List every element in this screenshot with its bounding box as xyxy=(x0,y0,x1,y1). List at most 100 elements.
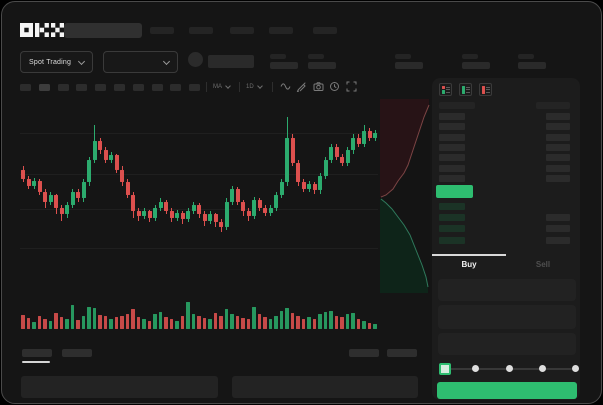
stat-label-1 xyxy=(270,54,286,59)
volume-bar xyxy=(158,312,162,329)
ask-row-amount[interactable] xyxy=(546,174,570,182)
stat-value-1 xyxy=(270,62,298,69)
volume-bar xyxy=(312,319,316,329)
candlestick-chart[interactable] xyxy=(20,100,378,260)
candle xyxy=(37,180,42,192)
volume-bar xyxy=(37,316,41,329)
tab-sell[interactable]: Sell xyxy=(506,254,580,272)
book-asks-icon[interactable] xyxy=(479,83,492,96)
timeframe-button-1[interactable] xyxy=(20,84,31,91)
tab-sell-label: Sell xyxy=(535,259,551,269)
volume-bar xyxy=(54,313,58,329)
candle xyxy=(301,182,306,189)
bid-row-price[interactable] xyxy=(439,225,465,233)
timeframe-button-5[interactable] xyxy=(95,84,107,91)
bid-row-price[interactable] xyxy=(439,236,465,244)
pair-dropdown[interactable] xyxy=(103,51,178,73)
volume-bar xyxy=(362,320,366,329)
volume-bar xyxy=(103,316,107,329)
volume-bar xyxy=(345,314,349,329)
orders-action-2[interactable] xyxy=(387,349,417,357)
timeframe-button-3[interactable] xyxy=(57,84,69,91)
ask-row-price[interactable] xyxy=(439,174,465,182)
stat-value-3 xyxy=(395,62,423,69)
ask-row-price[interactable] xyxy=(439,133,465,141)
ask-row-price[interactable] xyxy=(439,143,465,151)
volume-bar xyxy=(263,317,267,329)
indicator-dropdown[interactable]: MA xyxy=(213,82,231,92)
interval-dropdown[interactable]: 1D xyxy=(246,82,263,92)
timeframe-button-7[interactable] xyxy=(132,84,144,91)
nav-item-5[interactable] xyxy=(313,27,337,34)
total-field[interactable] xyxy=(438,333,576,355)
volume-bar xyxy=(48,320,52,329)
volume-bar xyxy=(21,314,25,329)
slider-stop-50pct[interactable] xyxy=(505,365,513,372)
timeframe-button-9[interactable] xyxy=(170,84,182,91)
timeframe-button-6[interactable] xyxy=(114,84,125,91)
orders-tab-active[interactable] xyxy=(22,349,52,357)
candle xyxy=(147,211,152,218)
ask-row-price[interactable] xyxy=(439,164,465,172)
volume-bar xyxy=(329,311,333,329)
last-price-highlight[interactable] xyxy=(436,185,473,198)
fullscreen-icon[interactable] xyxy=(346,81,357,92)
orders-action-1[interactable] xyxy=(349,349,379,357)
tab-buy[interactable]: Buy xyxy=(432,254,506,272)
slider-stop-75pct[interactable] xyxy=(538,365,546,372)
candle xyxy=(120,169,124,183)
nav-item-4[interactable] xyxy=(269,27,293,34)
bid-row-price[interactable] xyxy=(439,203,465,210)
book-all-icon[interactable] xyxy=(439,83,452,96)
ask-row-amount[interactable] xyxy=(546,133,570,141)
timeframe-button-2[interactable] xyxy=(38,84,50,91)
orders-tab-2[interactable] xyxy=(62,349,92,357)
history-icon[interactable] xyxy=(329,81,340,92)
buy-submit-button[interactable] xyxy=(437,382,577,399)
ask-row-price[interactable] xyxy=(439,123,465,131)
bid-row-price[interactable] xyxy=(439,214,465,222)
candle xyxy=(252,200,256,216)
bid-row-amount[interactable] xyxy=(546,214,570,222)
candle xyxy=(356,137,361,144)
chevron-down-icon xyxy=(256,83,263,89)
toolbar-divider xyxy=(206,82,207,92)
nav-item-2[interactable] xyxy=(189,27,213,34)
wave-icon[interactable] xyxy=(280,81,291,92)
pencil-icon[interactable] xyxy=(296,81,307,92)
search-input[interactable] xyxy=(64,23,142,38)
nav-item-1[interactable] xyxy=(150,27,174,34)
price-field[interactable] xyxy=(438,279,576,301)
coin-avatar xyxy=(188,52,203,67)
timeframe-button-8[interactable] xyxy=(151,84,163,91)
market-type-selector[interactable]: Spot Trading xyxy=(20,51,93,73)
volume-bar xyxy=(230,314,234,329)
ask-row-amount[interactable] xyxy=(546,113,570,120)
volume-bar xyxy=(65,319,69,329)
slider-stop-0pct[interactable] xyxy=(439,363,451,375)
stat-value-5 xyxy=(518,62,546,69)
ask-row-price[interactable] xyxy=(439,154,465,162)
ask-row-amount[interactable] xyxy=(546,143,570,151)
amount-field[interactable] xyxy=(438,305,576,329)
candle xyxy=(87,160,91,183)
camera-icon[interactable] xyxy=(313,81,324,92)
orders-panel-left xyxy=(21,376,218,398)
volume-bar xyxy=(246,319,250,329)
ask-row-amount[interactable] xyxy=(546,123,570,131)
ask-row-price[interactable] xyxy=(439,113,465,120)
timeframe-button-4[interactable] xyxy=(76,84,88,91)
book-bids-icon[interactable] xyxy=(459,83,472,96)
ask-row-amount[interactable] xyxy=(546,154,570,162)
volume-bar xyxy=(340,317,344,329)
bid-row-amount[interactable] xyxy=(546,225,570,233)
slider-stop-25pct[interactable] xyxy=(472,365,480,372)
timeframe-button-10[interactable] xyxy=(189,84,201,91)
slider-stop-100pct[interactable] xyxy=(572,365,579,372)
volume-bar xyxy=(367,322,371,329)
ask-row-amount[interactable] xyxy=(546,164,570,172)
nav-item-3[interactable] xyxy=(230,27,254,34)
candle xyxy=(230,188,234,202)
volume-bar xyxy=(59,317,63,329)
bid-row-amount[interactable] xyxy=(546,236,570,244)
